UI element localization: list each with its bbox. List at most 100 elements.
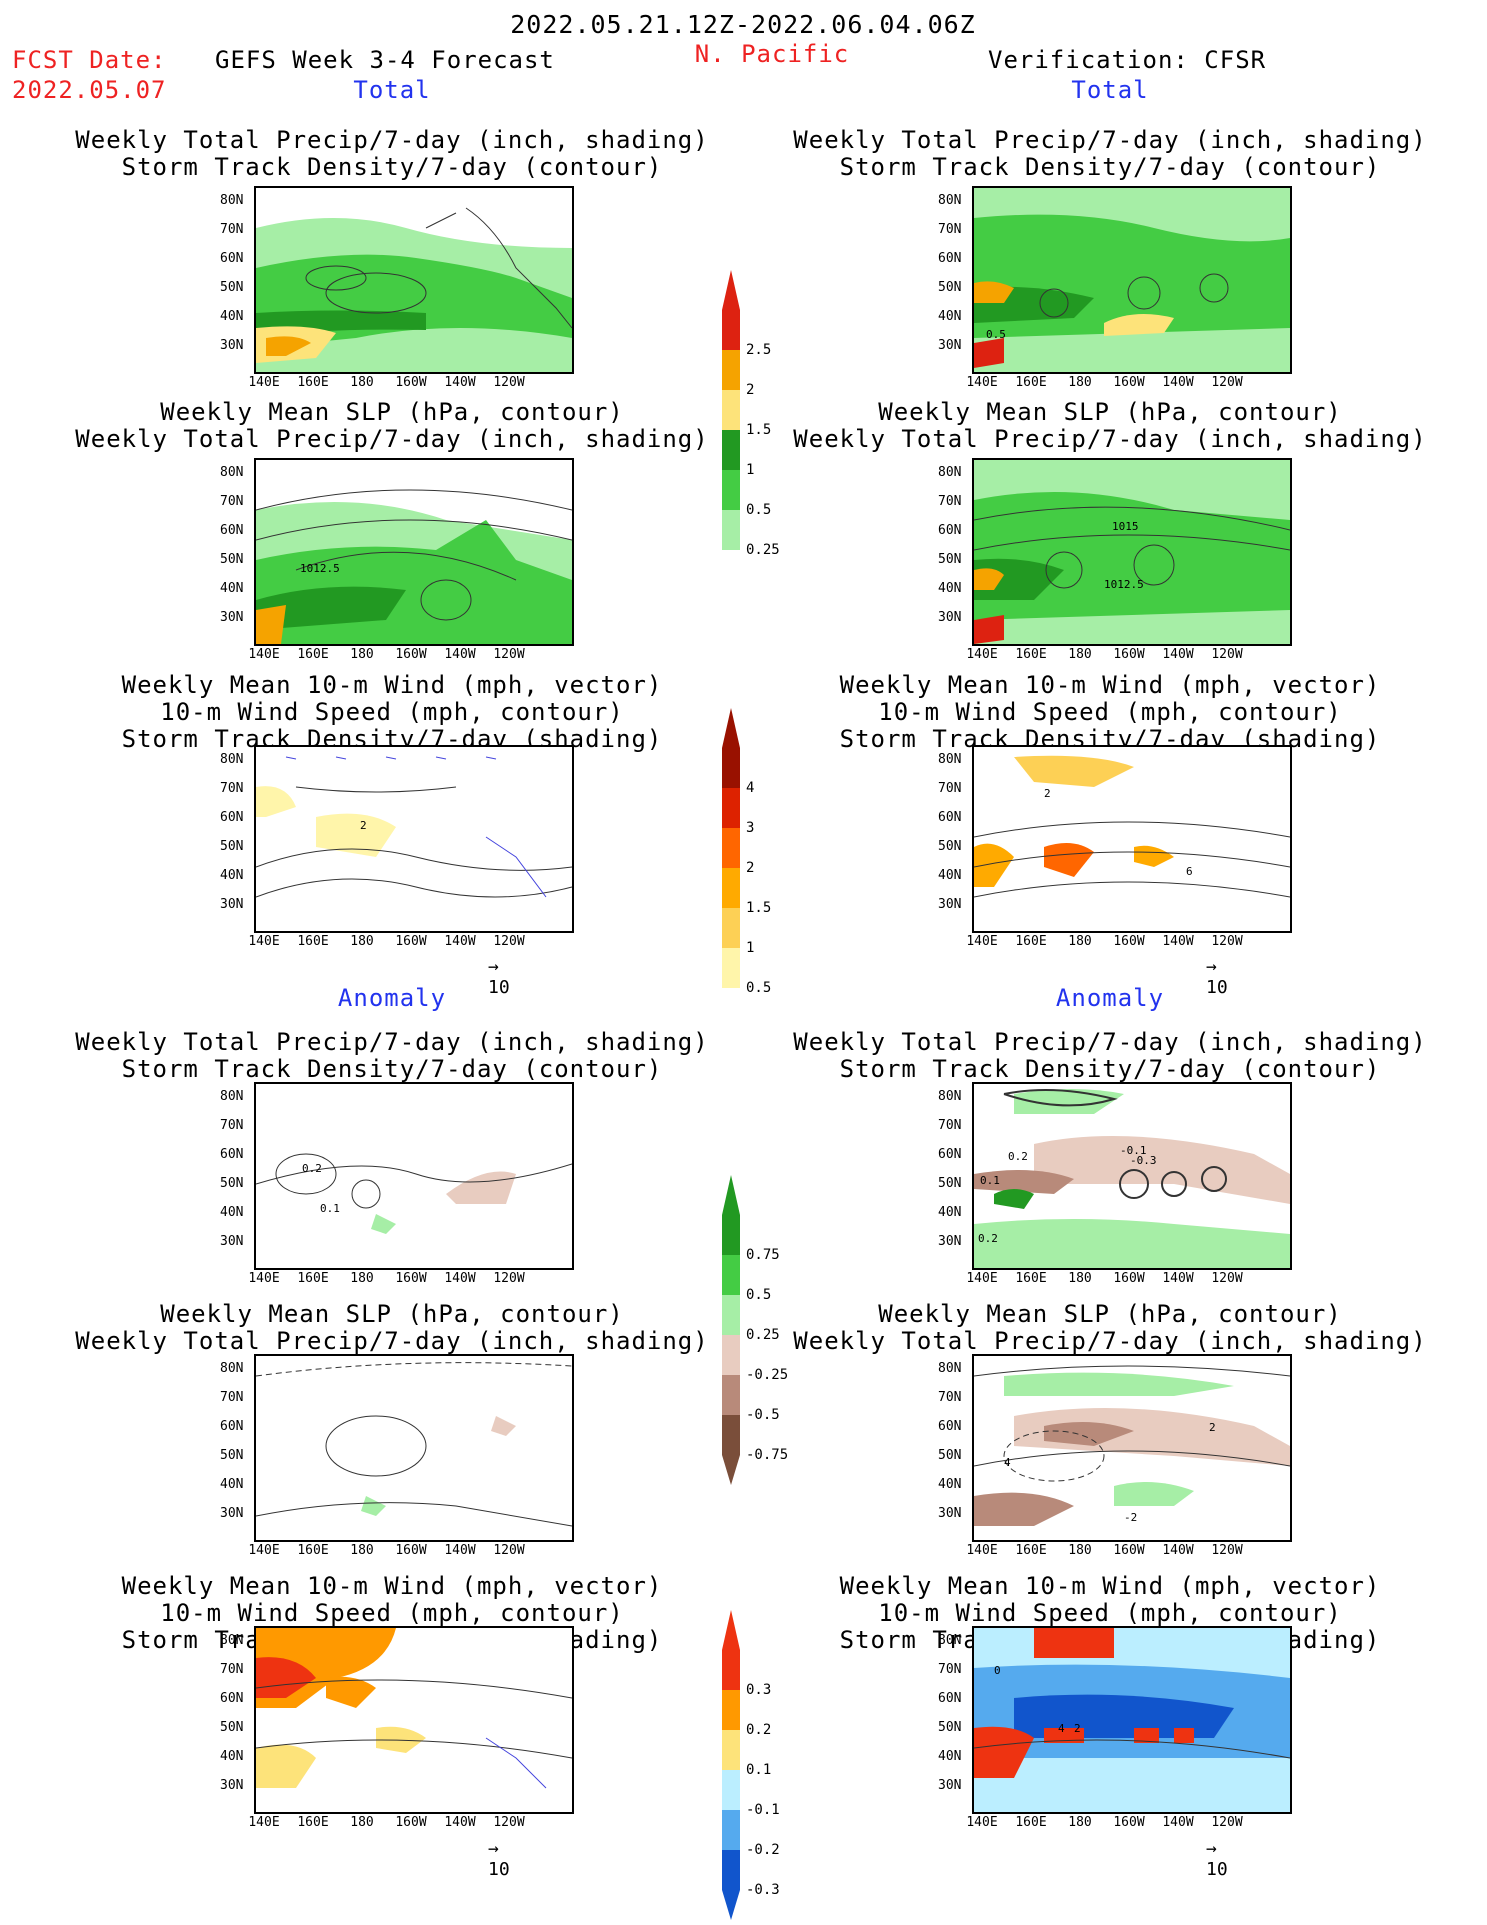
- colorbar-label: 2: [746, 860, 755, 876]
- colorbar-top-arrow: [722, 1175, 740, 1215]
- lat-tick-label: 80N: [220, 752, 244, 767]
- vector-ref-value: 10: [1206, 977, 1228, 998]
- lat-tick-label: 80N: [220, 193, 244, 208]
- lat-tick-label: 50N: [938, 1176, 962, 1191]
- ob-anom-precip-title: Weekly Total Precip/7-day (inch, shading…: [793, 1028, 1427, 1083]
- vector-ref-ob-anom: → 10: [1206, 1838, 1228, 1880]
- lat-tick-label: 50N: [938, 552, 962, 567]
- colorbar-label: -0.1: [746, 1802, 780, 1818]
- fc-total-wind-title: Weekly Mean 10-m Wind (mph, vector) 10-m …: [121, 671, 663, 753]
- colorbar-segment: [722, 1415, 740, 1455]
- lon-tick-label: 120W: [1211, 1815, 1243, 1830]
- period-title: 2022.05.21.12Z-2022.06.04.06Z: [510, 10, 976, 39]
- lon-tick-label: 140E: [248, 1271, 280, 1286]
- ob-anom-slp-label-c: 2: [1209, 1421, 1216, 1434]
- lat-tick-label: 60N: [220, 523, 244, 538]
- lon-tick-label: 180: [1068, 375, 1092, 390]
- map-ob-total-precip: 0.5: [972, 186, 1292, 374]
- lat-tick-label: 60N: [938, 523, 962, 538]
- map-ob-total-slp: 1015 1012.5: [972, 458, 1292, 646]
- colorbar-segment: [722, 1215, 740, 1255]
- colorbar-label: -0.5: [746, 1407, 780, 1423]
- vector-ref-value: 10: [488, 1859, 510, 1880]
- fcst-date-value: 2022.05.07: [12, 76, 167, 104]
- colorbar-label: 1: [746, 462, 755, 478]
- lat-tick-label: 50N: [220, 280, 244, 295]
- lat-tick-label: 60N: [220, 1691, 244, 1706]
- ob-anom-wind-label-b: 4: [1058, 1722, 1065, 1735]
- lat-tick-label: 70N: [220, 781, 244, 796]
- lon-tick-label: 120W: [493, 1543, 525, 1558]
- lon-tick-label: 140E: [248, 647, 280, 662]
- lat-tick-label: 70N: [938, 1390, 962, 1405]
- colorbar-segment: [722, 828, 740, 868]
- lat-tick-label: 50N: [220, 1720, 244, 1735]
- lon-tick-label: 160E: [1015, 1543, 1047, 1558]
- lat-tick-label: 70N: [220, 1662, 244, 1677]
- lat-tick-label: 70N: [220, 222, 244, 237]
- lon-tick-label: 140W: [444, 647, 476, 662]
- lon-tick-label: 180: [1068, 1271, 1092, 1286]
- lon-tick-label: 160E: [297, 1271, 329, 1286]
- ob-total-wind-label-b: 6: [1186, 865, 1193, 878]
- colorbar-label: -0.75: [746, 1447, 789, 1463]
- fc-total-slp-label: 1012.5: [300, 562, 340, 575]
- colorbar-top-arrow: [722, 1610, 740, 1650]
- colorbar-track-anom: 0.3 0.2 0.1 -0.1 -0.2 -0.3: [722, 1610, 812, 1920]
- ob-total-slp-title: Weekly Mean SLP (hPa, contour) Weekly Tot…: [793, 398, 1427, 453]
- fc-total-precip-title: Weekly Total Precip/7-day (inch, shading…: [75, 126, 709, 181]
- lon-tick-label: 160E: [1015, 647, 1047, 662]
- lon-tick-label: 140W: [1162, 934, 1194, 949]
- fc-anom-track-label-b: 0.1: [320, 1202, 340, 1215]
- total-label-right: Total: [1071, 76, 1149, 104]
- colorbar-label: 1.5: [746, 422, 772, 438]
- colorbar-segment: [722, 1295, 740, 1335]
- colorbar-label: 0.3: [746, 1682, 772, 1698]
- lat-tick-label: 70N: [220, 1118, 244, 1133]
- lon-tick-label: 120W: [1211, 1543, 1243, 1558]
- lat-tick-label: 40N: [938, 309, 962, 324]
- lon-tick-label: 180: [1068, 1815, 1092, 1830]
- lat-tick-label: 30N: [938, 1506, 962, 1521]
- lat-tick-label: 60N: [938, 1691, 962, 1706]
- lon-tick-label: 160W: [1113, 375, 1145, 390]
- lon-tick-label: 140E: [966, 1271, 998, 1286]
- lat-tick-label: 70N: [938, 222, 962, 237]
- lon-tick-label: 180: [350, 934, 374, 949]
- lat-tick-label: 60N: [938, 1147, 962, 1162]
- colorbar-segment: [722, 1255, 740, 1295]
- vector-ref-fc-anom: → 10: [488, 1838, 510, 1880]
- colorbar-segment: [722, 390, 740, 430]
- ob-total-slp-label-a: 1015: [1112, 520, 1139, 533]
- lon-tick-label: 140E: [966, 647, 998, 662]
- lon-tick-label: 140E: [248, 934, 280, 949]
- lon-tick-label: 140W: [444, 375, 476, 390]
- ob-total-slp-label-b: 1012.5: [1104, 578, 1144, 591]
- colorbar-segment: [722, 430, 740, 470]
- lat-tick-label: 40N: [938, 581, 962, 596]
- colorbar-segment: [722, 1690, 740, 1730]
- colorbar-segment: [722, 1650, 740, 1690]
- fc-anom-slp-title: Weekly Mean SLP (hPa, contour) Weekly Tot…: [75, 1300, 709, 1355]
- lat-tick-label: 50N: [938, 1720, 962, 1735]
- lat-tick-label: 30N: [938, 897, 962, 912]
- lon-tick-label: 120W: [1211, 375, 1243, 390]
- colorbar-label: 0.5: [746, 502, 772, 518]
- lat-tick-label: 30N: [220, 1234, 244, 1249]
- ob-anom-slp-title: Weekly Mean SLP (hPa, contour) Weekly Tot…: [793, 1300, 1427, 1355]
- lat-tick-label: 40N: [220, 868, 244, 883]
- lat-tick-label: 50N: [220, 839, 244, 854]
- colorbar-label: 0.25: [746, 1327, 780, 1343]
- map-fc-total-wind: 2: [254, 745, 574, 933]
- lon-tick-label: 160E: [1015, 934, 1047, 949]
- lon-tick-label: 140W: [1162, 375, 1194, 390]
- ob-anom-wind-label-a: 0: [994, 1664, 1001, 1677]
- lat-tick-label: 60N: [938, 1419, 962, 1434]
- lon-tick-label: 160W: [1113, 1271, 1145, 1286]
- ob-anom-track-label-b: -0.3: [1130, 1154, 1157, 1167]
- colorbar-segment: [722, 470, 740, 510]
- lon-tick-label: 120W: [493, 934, 525, 949]
- colorbar-segment: [722, 1335, 740, 1375]
- map-ob-total-wind: 2 6: [972, 745, 1292, 933]
- lat-tick-label: 80N: [938, 752, 962, 767]
